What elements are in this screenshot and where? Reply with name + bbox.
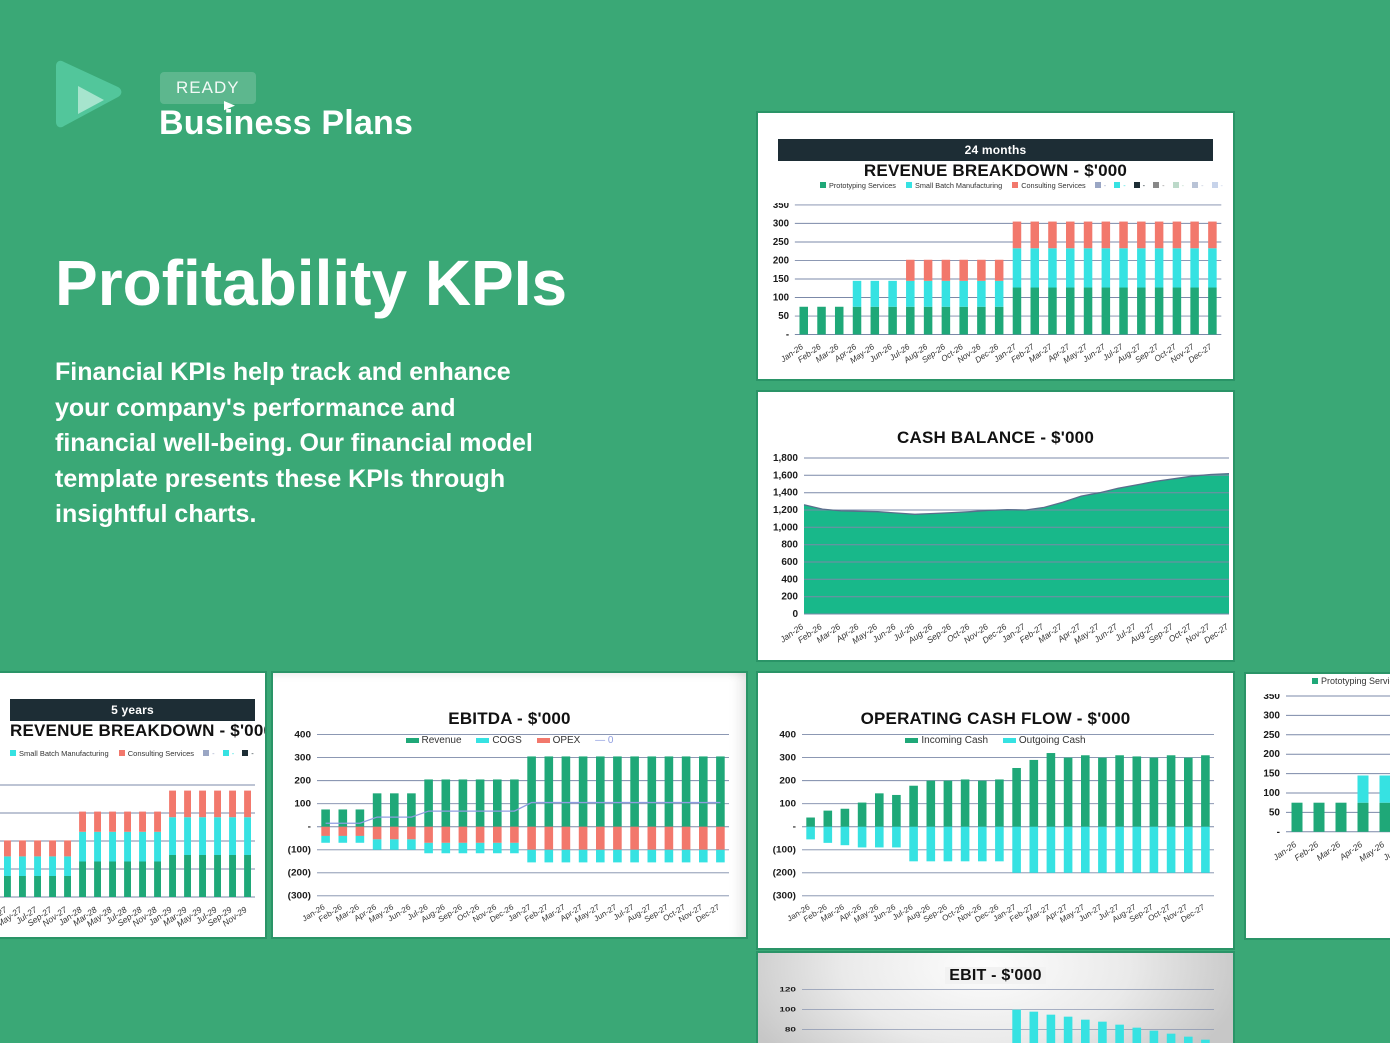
svg-text:(100): (100): [288, 845, 311, 855]
svg-text:120: 120: [779, 987, 796, 993]
svg-text:1,600: 1,600: [773, 470, 798, 481]
svg-text:80: 80: [785, 1025, 796, 1033]
svg-text:50: 50: [778, 311, 789, 322]
svg-text:200: 200: [1263, 749, 1280, 760]
svg-text:-: -: [793, 822, 796, 832]
svg-text:350: 350: [773, 203, 789, 211]
svg-text:300: 300: [294, 753, 311, 763]
svg-text:200: 200: [294, 776, 311, 786]
svg-text:200: 200: [773, 255, 789, 266]
svg-text:Jan-26: Jan-26: [1270, 839, 1298, 863]
svg-text:1,200: 1,200: [773, 505, 798, 516]
svg-text:(300): (300): [773, 891, 796, 901]
svg-text:150: 150: [1263, 769, 1280, 780]
svg-text:200: 200: [779, 776, 796, 786]
svg-text:100: 100: [779, 1005, 796, 1013]
svg-text:-: -: [1277, 827, 1280, 838]
svg-text:150: 150: [773, 274, 789, 285]
svg-text:100: 100: [773, 292, 789, 303]
svg-text:May-26: May-26: [1357, 839, 1386, 864]
svg-text:-: -: [308, 822, 311, 832]
svg-text:(200): (200): [773, 868, 796, 878]
svg-text:(200): (200): [288, 868, 311, 878]
svg-text:1,800: 1,800: [773, 454, 798, 464]
svg-text:(300): (300): [288, 891, 311, 901]
svg-text:1,000: 1,000: [773, 522, 798, 533]
svg-text:100: 100: [1263, 788, 1280, 799]
svg-text:1,400: 1,400: [773, 488, 798, 499]
svg-text:100: 100: [779, 799, 796, 809]
svg-text:-: -: [786, 329, 789, 340]
svg-text:100: 100: [294, 799, 311, 809]
svg-text:800: 800: [781, 540, 798, 551]
svg-text:0: 0: [792, 609, 798, 620]
svg-text:300: 300: [779, 753, 796, 763]
svg-text:Feb-26: Feb-26: [1292, 839, 1320, 863]
svg-text:300: 300: [773, 218, 789, 229]
svg-text:(100): (100): [773, 845, 796, 855]
svg-text:250: 250: [1263, 730, 1280, 741]
svg-text:400: 400: [781, 574, 798, 585]
svg-text:400: 400: [294, 731, 311, 740]
svg-text:600: 600: [781, 557, 798, 568]
svg-text:200: 200: [781, 592, 798, 603]
svg-text:300: 300: [1263, 710, 1280, 721]
svg-text:400: 400: [779, 731, 796, 740]
svg-text:Mar-26: Mar-26: [1315, 839, 1343, 863]
svg-text:50: 50: [1269, 807, 1281, 818]
svg-text:350: 350: [1263, 694, 1280, 702]
svg-text:250: 250: [773, 237, 789, 248]
